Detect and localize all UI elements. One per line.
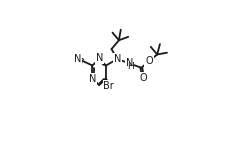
Text: N: N <box>126 59 133 69</box>
Text: Br: Br <box>104 81 114 92</box>
Text: N: N <box>89 74 96 84</box>
Text: O: O <box>139 73 147 83</box>
Text: N: N <box>74 54 81 64</box>
Text: H: H <box>127 62 134 71</box>
Text: O: O <box>145 56 153 66</box>
Text: N: N <box>114 54 121 64</box>
Text: N: N <box>96 53 103 63</box>
